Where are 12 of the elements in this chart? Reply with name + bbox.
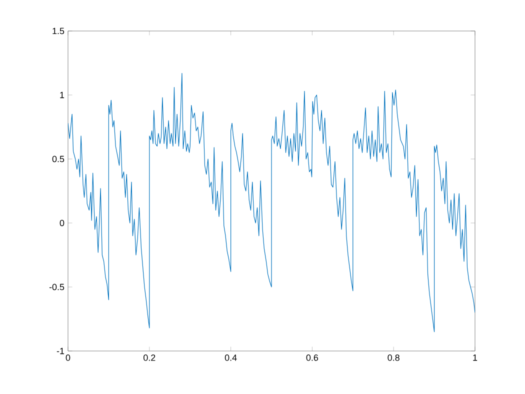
y-tick-label: 1.5 bbox=[52, 28, 64, 34]
x-tick-label: 0.2 bbox=[144, 354, 156, 361]
x-tick-label: 0.6 bbox=[306, 354, 318, 361]
x-tick-label: 0.8 bbox=[388, 354, 400, 361]
x-tick-label: 1 bbox=[473, 354, 478, 361]
x-tick-label: 0.4 bbox=[224, 354, 237, 361]
x-tick-label: 0 bbox=[66, 354, 70, 361]
y-tick-label: 0.5 bbox=[52, 156, 64, 162]
y-tick-label: 1 bbox=[60, 92, 64, 98]
y-tick-label: -0.5 bbox=[49, 284, 64, 290]
y-tick-label: 0 bbox=[60, 220, 64, 226]
y-tick-label: -1 bbox=[56, 348, 64, 354]
